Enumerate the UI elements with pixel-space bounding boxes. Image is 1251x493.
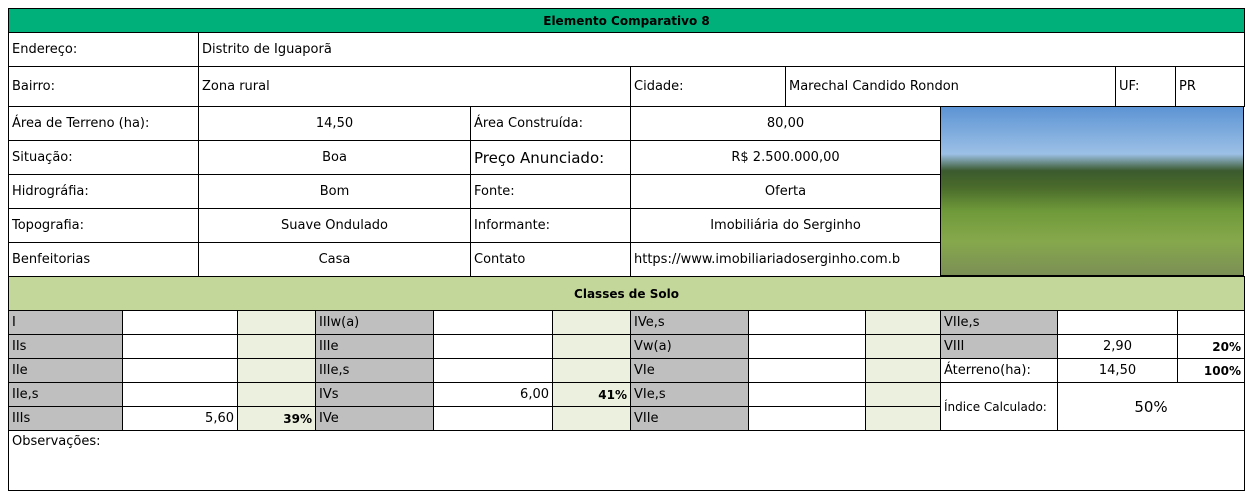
label: Área Construída: [470,106,631,141]
soil-class: IVs [315,382,434,407]
value: Oferta [630,174,941,209]
soil-percent [1177,310,1245,335]
soil-area [1057,310,1178,335]
soil-percent [552,358,631,383]
soil-class: VIII [940,334,1058,359]
soil-area [748,382,866,407]
value: Imobiliária do Serginho [630,208,941,243]
soil-class: VIIe [630,406,749,431]
soil-percent [865,310,941,335]
value: Boa [198,140,471,175]
label: Bairro: [8,66,199,107]
soil-percent [865,358,941,383]
soil-area [748,358,866,383]
label: Contato [470,242,631,277]
value: Marechal Candido Rondon [785,66,1116,107]
soil-class: IIIe [315,334,434,359]
soil-area [433,334,553,359]
soil-percent: 41% [552,382,631,407]
soil-area [122,382,238,407]
value: 50% [1057,382,1245,431]
label: Benfeitorias [8,242,199,277]
soil-class: IVe [315,406,434,431]
label: Preço Anunciado: [470,140,631,175]
label: Fonte: [470,174,631,209]
soil-area: 5,60 [122,406,238,431]
value: Distrito de Iguaporã [198,32,1245,67]
value: Zona rural [198,66,631,107]
label: Situação: [8,140,199,175]
soil-area [122,310,238,335]
soil-class: VIe,s [630,382,749,407]
soil-percent [865,334,941,359]
value: 14,50 [198,106,471,141]
label: Índice Calculado: [940,382,1058,431]
soil-percent [865,382,941,407]
label: Informante: [470,208,631,243]
soil-area [748,310,866,335]
soil-percent [237,382,316,407]
soil-percent [237,334,316,359]
value: Casa [198,242,471,277]
soil-percent [552,406,631,431]
soil-area [433,406,553,431]
soil-class: IIs [8,334,123,359]
value: PR [1175,66,1245,107]
value: https://www.imobiliariadoserginho.com.b [630,242,941,277]
soil-class: Áterreno(ha): [940,358,1058,383]
soil-percent [552,334,631,359]
soil-percent [865,406,941,431]
value: R$ 2.500.000,00 [630,140,941,175]
property-photo [940,106,1244,276]
soil-area [433,310,553,335]
label: Cidade: [630,66,786,107]
label: Área de Terreno (ha): [8,106,199,141]
soil-area: 2,90 [1057,334,1178,359]
soil-class: IVe,s [630,310,749,335]
soil-class: VIIe,s [940,310,1058,335]
value: 80,00 [630,106,941,141]
soil-percent [237,310,316,335]
soil-class: I [8,310,123,335]
title: Elemento Comparativo 8 [8,8,1245,33]
soil-class: IIIe,s [315,358,434,383]
soil-area [122,334,238,359]
soil-class: IIe,s [8,382,123,407]
soil-area [748,406,866,431]
soil-percent [237,358,316,383]
label: Endereço: [8,32,199,67]
soil-area [122,358,238,383]
soil-area [433,358,553,383]
value: Suave Ondulado [198,208,471,243]
label: Topografia: [8,208,199,243]
label: Hidrográfia: [8,174,199,209]
soil-class: VIe [630,358,749,383]
soil-percent [552,310,631,335]
notes: Observações: [8,430,1245,491]
soil-area: 14,50 [1057,358,1178,383]
section-title: Classes de Solo [8,276,1245,311]
soil-percent: 39% [237,406,316,431]
soil-percent: 100% [1177,358,1245,383]
soil-area [748,334,866,359]
soil-class: IIe [8,358,123,383]
label: UF: [1115,66,1176,107]
soil-percent: 20% [1177,334,1245,359]
soil-area: 6,00 [433,382,553,407]
soil-class: IIIs [8,406,123,431]
soil-class: IIIw(a) [315,310,434,335]
value: Bom [198,174,471,209]
soil-class: Vw(a) [630,334,749,359]
